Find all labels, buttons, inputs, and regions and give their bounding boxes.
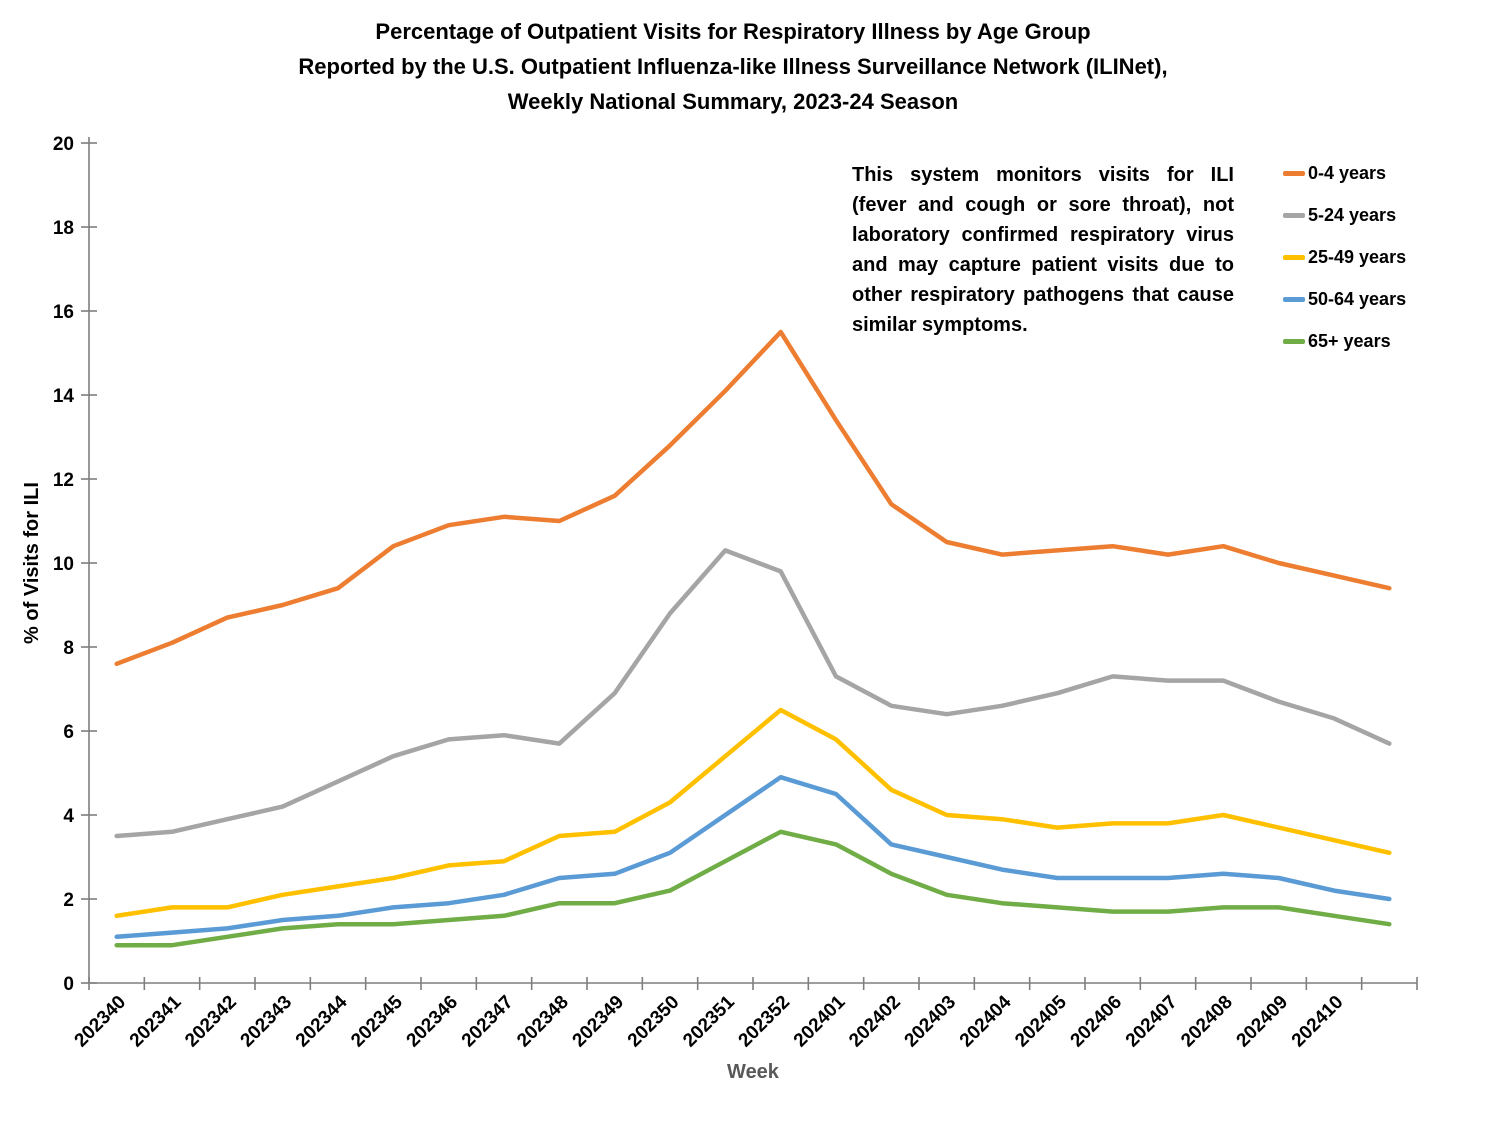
x-axis-tick-label: 202343: [237, 992, 297, 1052]
x-axis-tick-label: 202403: [901, 992, 961, 1052]
x-axis-tick-label: 202341: [126, 991, 186, 1051]
legend-line-swatch-icon: [1283, 254, 1305, 260]
legend-item-25-49-years: 25-49 years: [1283, 236, 1406, 278]
legend-item-0-4-years: 0-4 years: [1283, 152, 1406, 194]
x-axis-tick-label: 202347: [458, 992, 518, 1052]
series-line-0-4-years: [114, 329, 1392, 667]
chart-title: Percentage of Outpatient Visits for Resp…: [0, 14, 1466, 119]
legend-line-swatch-icon: [1283, 170, 1305, 176]
y-axis-tick-label: 20: [53, 134, 74, 155]
x-axis-tick-label: 202340: [71, 992, 131, 1052]
y-axis-tick-label: 8: [63, 638, 74, 659]
y-axis-title: % of Visits for ILI: [21, 482, 43, 644]
x-axis-tick-label: 202350: [624, 992, 684, 1052]
x-axis-tick-label: 202402: [845, 992, 905, 1052]
legend-item-5-24-years: 5-24 years: [1283, 194, 1406, 236]
legend-line-swatch-icon: [1283, 338, 1305, 344]
y-axis-tick-label: 2: [63, 890, 74, 911]
x-axis-tick-label: 202342: [181, 992, 241, 1052]
x-axis-tick-label: 202348: [513, 992, 573, 1052]
chart-title-line1: Percentage of Outpatient Visits for Resp…: [375, 19, 1091, 44]
series-line-50-64-years: [114, 774, 1392, 940]
y-axis-tick-label: 0: [63, 974, 74, 995]
series-line-5-24-years: [114, 548, 1392, 839]
x-axis-tick-label: 202408: [1177, 992, 1237, 1052]
legend-line-swatch-icon: [1283, 296, 1305, 302]
chart-annotation: This system monitors visits for ILI (fev…: [852, 164, 1234, 336]
y-axis-tick-label: 16: [53, 302, 74, 323]
x-axis-tick-label: 202349: [569, 992, 629, 1052]
y-axis-tick-label: 18: [53, 218, 74, 239]
x-axis-tick-label: 202409: [1233, 992, 1293, 1052]
y-axis-tick-label: 6: [63, 722, 74, 743]
y-axis-tick-label: 12: [53, 470, 74, 491]
x-axis-tick-label: 202401: [790, 991, 850, 1051]
x-axis-tick-label: 202346: [403, 992, 463, 1052]
x-axis-tick-label: 202405: [1011, 991, 1071, 1051]
chart-title-line2: Reported by the U.S. Outpatient Influenz…: [298, 54, 1168, 79]
y-axis-tick-label: 14: [53, 386, 75, 407]
chart-title-line3: Weekly National Summary, 2023-24 Season: [507, 89, 959, 114]
legend-item-label: 25-49 years: [1308, 246, 1407, 267]
series-line-25-49-years: [114, 707, 1392, 919]
y-axis-tick-label: 4: [63, 806, 74, 827]
x-axis-title: Week: [727, 1061, 780, 1083]
x-axis-tick-label: 202351: [679, 991, 739, 1051]
series-line-65-years: [114, 829, 1392, 948]
legend-item-50-64-years: 50-64 years: [1283, 278, 1406, 320]
legend-item-label: 50-64 years: [1308, 288, 1407, 309]
x-axis-tick-label: 202352: [735, 992, 795, 1052]
x-axis-tick-label: 202404: [956, 991, 1016, 1051]
x-axis-tick-label: 202345: [347, 991, 407, 1051]
y-axis-tick-label: 10: [53, 554, 74, 575]
legend-item-65-years: 65+ years: [1283, 320, 1406, 362]
x-axis-tick-label: 202410: [1288, 992, 1348, 1052]
x-axis-tick-label: 202406: [1067, 992, 1127, 1052]
legend-item-label: 65+ years: [1308, 330, 1391, 351]
x-axis-tick-label: 202407: [1122, 992, 1182, 1052]
chart-legend: 0-4 years 5-24 years 25-49 years 50-64 y…: [1283, 152, 1406, 362]
legend-item-label: 5-24 years: [1308, 204, 1397, 225]
legend-line-swatch-icon: [1283, 212, 1305, 218]
legend-item-label: 0-4 years: [1308, 162, 1387, 183]
x-axis-tick-label: 202344: [292, 991, 352, 1051]
